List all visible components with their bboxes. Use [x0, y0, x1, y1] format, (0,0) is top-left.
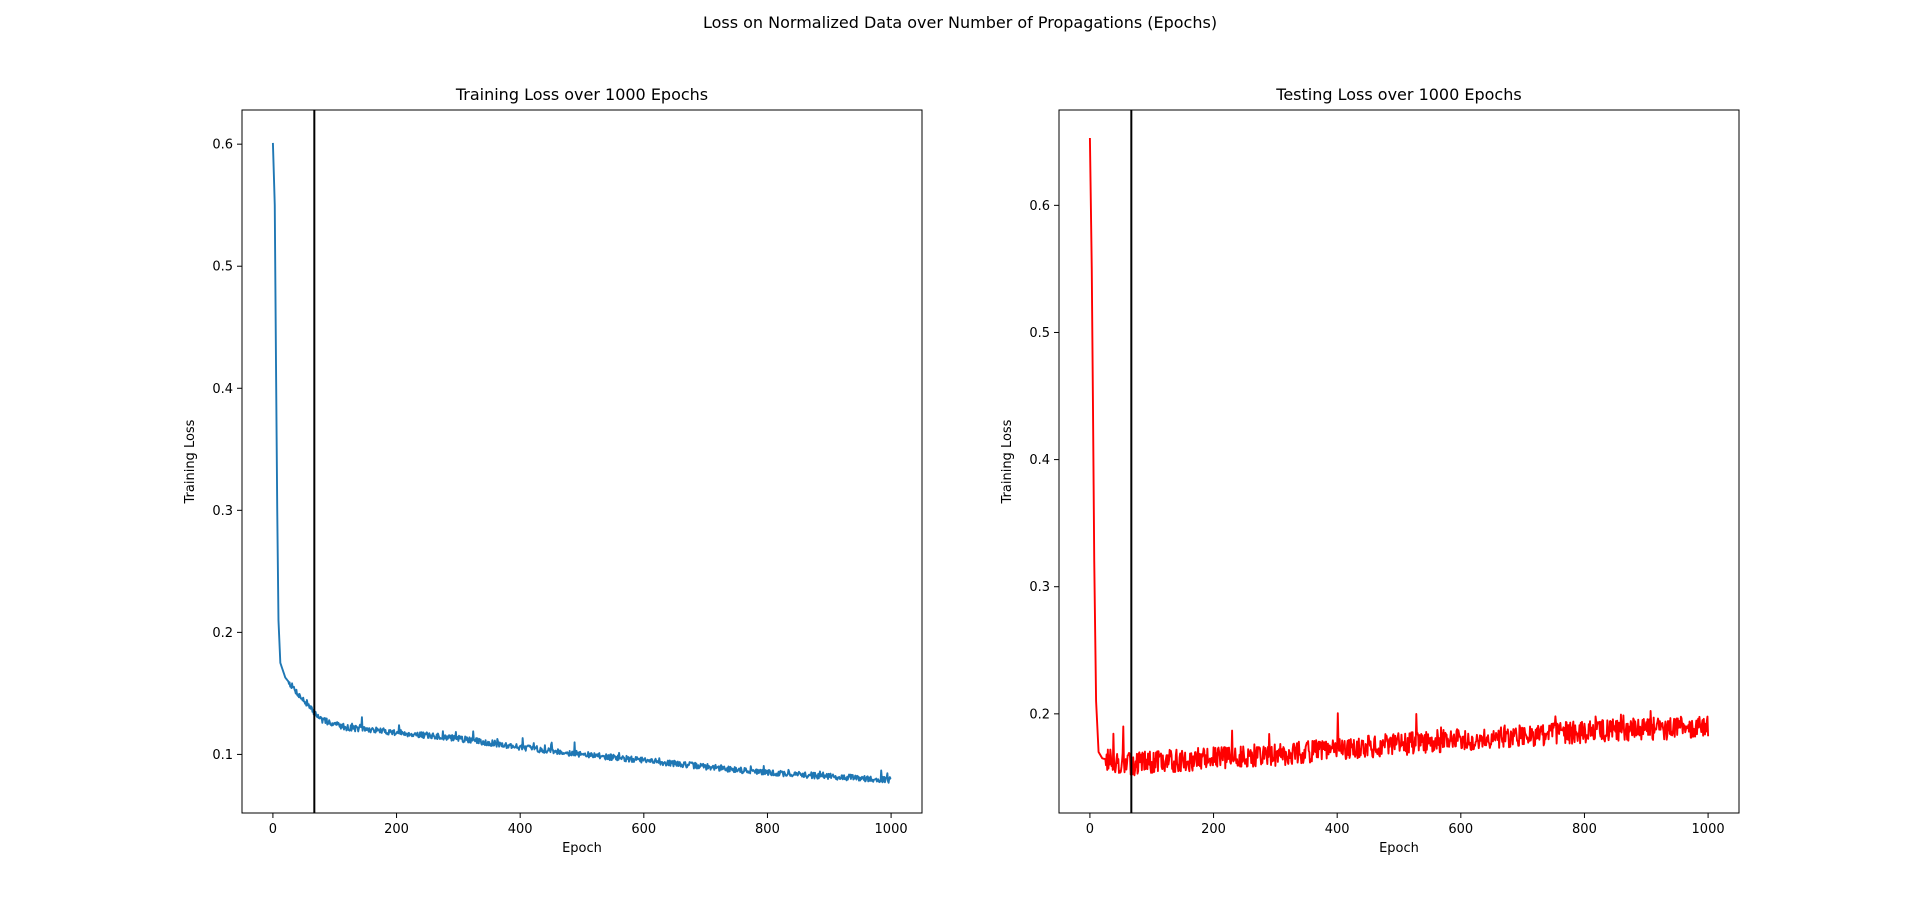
train-x-tick-label: 200 — [384, 822, 409, 837]
test-y-axis-label: Training Loss — [1000, 419, 1015, 504]
train-y-tick-label: 0.2 — [212, 626, 233, 641]
train-y-tick-label: 0.6 — [212, 138, 233, 153]
train-series-line — [271, 142, 892, 784]
test-x-tick-label: 800 — [1572, 822, 1597, 837]
test-series-line — [1088, 137, 1710, 777]
test-x-axis-label: Epoch — [1379, 841, 1419, 856]
test-y-tick-label: 0.5 — [1029, 326, 1050, 341]
test-y-tick-label: 0.2 — [1029, 707, 1050, 722]
train-y-axis-label: Training Loss — [183, 419, 198, 504]
train-y-tick-label: 0.1 — [212, 748, 233, 763]
train-x-axis-label: Epoch — [562, 841, 602, 856]
test-y-tick-label: 0.6 — [1029, 199, 1050, 214]
test-x-tick-label: 1000 — [1692, 822, 1725, 837]
train-chart-title: Training Loss over 1000 Epochs — [455, 85, 708, 104]
train-x-tick-label: 600 — [631, 822, 656, 837]
train-x-tick-label: 0 — [269, 822, 277, 837]
test-y-tick-label: 0.4 — [1029, 453, 1050, 468]
train-y-tick-label: 0.3 — [212, 504, 233, 519]
train-x-tick-label: 800 — [755, 822, 780, 837]
test-x-tick-label: 400 — [1325, 822, 1350, 837]
test-y-tick-label: 0.3 — [1029, 580, 1050, 595]
train-y-tick-label: 0.4 — [212, 382, 233, 397]
train-x-tick-label: 1000 — [875, 822, 908, 837]
train-x-tick-label: 400 — [508, 822, 533, 837]
figure-suptitle: Loss on Normalized Data over Number of P… — [702, 13, 1218, 32]
test-x-tick-label: 200 — [1201, 822, 1226, 837]
train-axes-frame — [241, 109, 923, 814]
test-axes-frame — [1058, 109, 1740, 814]
test-chart-title: Testing Loss over 1000 Epochs — [1275, 85, 1521, 104]
test-x-tick-label: 600 — [1448, 822, 1473, 837]
test-x-tick-label: 0 — [1086, 822, 1094, 837]
train-y-tick-label: 0.5 — [212, 260, 233, 275]
